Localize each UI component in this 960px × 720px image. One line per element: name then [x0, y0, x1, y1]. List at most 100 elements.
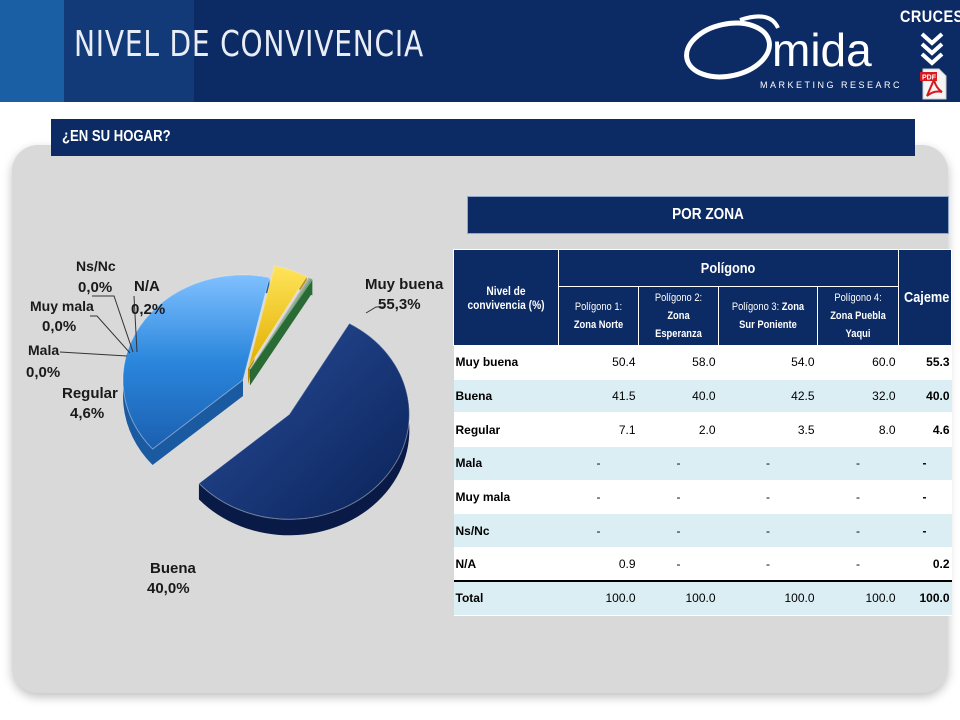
omida-logo: mida MARKETING RESEARCH: [684, 14, 900, 90]
table-cell: -: [817, 513, 899, 549]
leader-line-ns-nc: [92, 295, 134, 353]
col-header-poligono-3: Polígono 3: Zona Sur Poniente: [718, 286, 818, 346]
cajeme-cell: 0.2: [898, 547, 952, 582]
pie-slice-regular: [247, 265, 308, 385]
col-header-poligono-4: Polígono 4: Zona Puebla Yaqui: [816, 286, 900, 346]
table-cell: 100.0: [817, 580, 899, 616]
table-cell: 100.0: [638, 580, 719, 616]
pie-value-muy-buena: 55,3%: [378, 296, 421, 313]
pie-value-regular: 4,6%: [70, 405, 104, 422]
pie-label-muy-buena: Muy buena: [365, 276, 444, 293]
question-text: ¿EN SU HOGAR?: [62, 128, 171, 145]
row-label: N/A: [453, 547, 559, 582]
group-header: Polígono: [557, 249, 900, 287]
leader-line-mala: [59, 351, 128, 357]
table-cell: 7.1: [558, 412, 639, 448]
table-cell: 8.0: [817, 412, 899, 448]
table-row: Ns/Nc - - - - -: [453, 513, 952, 549]
cajeme-cell: -: [898, 446, 952, 481]
table-cell: 32.0: [817, 379, 899, 414]
cajeme-cell: 40.0: [898, 379, 952, 414]
row-label: Ns/Nc: [453, 513, 559, 549]
table-cell: -: [638, 547, 719, 582]
table-cell: -: [638, 446, 719, 481]
table-cell: -: [718, 480, 818, 515]
table-cell: 54.0: [718, 345, 818, 380]
cajeme-header: Cajeme: [898, 249, 953, 346]
question-bar: [51, 119, 915, 156]
table-cell: 60.0: [817, 345, 899, 380]
pdf-icon[interactable]: PDF: [920, 68, 948, 100]
pie-value-ns-nc: 0,0%: [78, 279, 112, 296]
pie-value-mala: 0,0%: [26, 364, 60, 381]
zone-table: Nivel de convivencia (%) Polígono Cajeme…: [453, 249, 953, 616]
leader-line-muy-buena: [365, 306, 384, 314]
logo-subtitle: MARKETING RESEARCH: [760, 80, 900, 90]
pdf-icon-label: PDF: [922, 75, 937, 82]
pie-slice-buena: [122, 274, 271, 466]
row-label: Total: [453, 580, 559, 616]
page-title: NIVEL DE CONVIVENCIA: [74, 24, 424, 65]
table-cell: -: [558, 513, 639, 549]
table-cell: 3.5: [718, 412, 818, 448]
pie-slice-muy-buena: [198, 322, 410, 536]
table-cell: -: [638, 480, 719, 515]
table-cell: -: [817, 480, 899, 515]
table-row: Regular 7.1 2.0 3.5 8.0 4.6: [453, 412, 952, 448]
logo-wordmark: mida: [772, 24, 872, 76]
pie-label-regular: Regular: [62, 385, 118, 402]
pie-value-buena: 40,0%: [147, 580, 190, 597]
table-row: Buena 41.5 40.0 42.5 32.0 40.0: [453, 379, 952, 414]
table-row: Muy buena 50.4 58.0 54.0 60.0 55.3: [453, 345, 952, 380]
por-zona-title: POR ZONA: [672, 206, 744, 223]
pie-label-mala: Mala: [28, 342, 59, 358]
pie-label-buena: Buena: [150, 560, 197, 577]
table-cell: -: [718, 513, 818, 549]
table-cell: 0.9: [558, 547, 639, 582]
table-row: Muy mala - - - - -: [453, 480, 952, 515]
col-header-poligono-1: Polígono 1: Zona Norte: [558, 286, 639, 346]
table-cell: -: [718, 547, 818, 582]
table-cell: -: [817, 547, 899, 582]
table-row: Mala - - - - -: [453, 446, 952, 481]
pie-slice-na: [249, 278, 314, 386]
pie-value-na: 0,2%: [131, 301, 165, 318]
leader-line-na: [133, 295, 138, 353]
table-cell: -: [558, 480, 639, 515]
table-cell: 2.0: [638, 412, 719, 448]
header-accent-band: [64, 0, 194, 102]
table-cell: 58.0: [638, 345, 719, 380]
chevron-down-icon[interactable]: [918, 30, 946, 66]
table-cell: -: [558, 446, 639, 481]
table-cell: -: [718, 446, 818, 481]
row-label: Regular: [453, 412, 559, 448]
pie-value-muy-mala: 0,0%: [42, 318, 76, 335]
cruces-button[interactable]: CRUCES: [900, 7, 960, 26]
cajeme-cell: -: [898, 480, 952, 515]
cajeme-cell: 100.0: [898, 580, 952, 616]
leader-line-muy-mala: [90, 315, 131, 354]
header-accent-tab: [0, 0, 64, 102]
pie-label-na: N/A: [134, 278, 160, 295]
corner-header: Nivel de convivencia (%): [453, 249, 559, 346]
table-cell: -: [638, 513, 719, 549]
table-cell: 100.0: [558, 580, 639, 616]
row-label: Muy mala: [453, 480, 559, 515]
cajeme-cell: 55.3: [898, 345, 952, 380]
row-label: Buena: [453, 379, 559, 414]
table-row: Total 100.0 100.0 100.0 100.0 100.0: [453, 580, 952, 616]
pie-label-ns-nc: Ns/Nc: [76, 258, 116, 274]
table-cell: 40.0: [638, 379, 719, 414]
pie-label-muy-mala: Muy mala: [30, 298, 94, 314]
table-row: N/A 0.9- - -0.2: [453, 547, 952, 582]
table-cell: 41.5: [558, 379, 639, 414]
row-label: Mala: [453, 446, 559, 481]
cajeme-cell: 4.6: [898, 412, 952, 448]
por-zona-bar: POR ZONA: [467, 196, 949, 234]
row-label: Muy buena: [453, 345, 559, 380]
table-cell: -: [817, 446, 899, 481]
table-cell: 100.0: [718, 580, 818, 616]
cajeme-cell: -: [898, 513, 952, 549]
table-cell: 50.4: [558, 345, 639, 380]
